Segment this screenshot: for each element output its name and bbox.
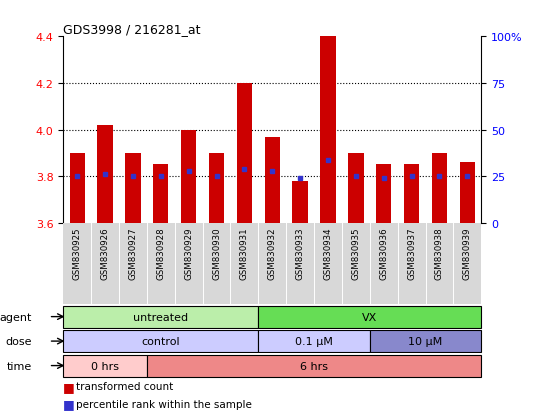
Bar <box>320 37 336 223</box>
Text: 0 hrs: 0 hrs <box>91 361 119 371</box>
Text: GSM830929: GSM830929 <box>184 227 193 280</box>
Bar <box>153 165 168 223</box>
Bar <box>97 126 113 223</box>
Text: GSM830937: GSM830937 <box>407 227 416 280</box>
Text: GDS3998 / 216281_at: GDS3998 / 216281_at <box>63 23 201 36</box>
Text: ■: ■ <box>63 380 75 393</box>
Text: GSM830936: GSM830936 <box>379 227 388 280</box>
Bar <box>460 163 475 223</box>
Bar <box>293 181 308 223</box>
FancyBboxPatch shape <box>258 330 370 352</box>
Text: untreated: untreated <box>133 312 188 322</box>
Text: GSM830925: GSM830925 <box>73 227 82 280</box>
Text: 0.1 μM: 0.1 μM <box>295 336 333 346</box>
Text: GSM830938: GSM830938 <box>435 227 444 280</box>
Text: percentile rank within the sample: percentile rank within the sample <box>76 399 252 409</box>
FancyBboxPatch shape <box>370 330 481 352</box>
Bar <box>236 84 252 223</box>
Text: GSM830939: GSM830939 <box>463 227 472 280</box>
Text: VX: VX <box>362 312 377 322</box>
Text: control: control <box>141 336 180 346</box>
Bar <box>181 130 196 223</box>
Bar <box>404 165 419 223</box>
Text: GSM830928: GSM830928 <box>156 227 166 280</box>
FancyBboxPatch shape <box>63 306 258 328</box>
Bar <box>209 154 224 223</box>
Text: GSM830932: GSM830932 <box>268 227 277 280</box>
Text: GSM830935: GSM830935 <box>351 227 360 280</box>
Text: time: time <box>7 361 32 371</box>
Text: agent: agent <box>0 312 32 322</box>
Text: GSM830927: GSM830927 <box>128 227 138 280</box>
Text: GSM830930: GSM830930 <box>212 227 221 280</box>
FancyBboxPatch shape <box>63 330 258 352</box>
Bar <box>348 154 364 223</box>
Text: GSM830933: GSM830933 <box>295 227 305 280</box>
Bar <box>376 165 392 223</box>
Bar <box>432 154 447 223</box>
Text: GSM830926: GSM830926 <box>101 227 109 280</box>
Text: GSM830934: GSM830934 <box>323 227 333 280</box>
Text: ■: ■ <box>63 397 75 411</box>
FancyBboxPatch shape <box>258 306 481 328</box>
Text: GSM830931: GSM830931 <box>240 227 249 280</box>
FancyBboxPatch shape <box>147 355 481 377</box>
Bar <box>265 137 280 223</box>
Text: transformed count: transformed count <box>76 381 173 391</box>
Text: 6 hrs: 6 hrs <box>300 361 328 371</box>
Bar <box>69 154 85 223</box>
Text: dose: dose <box>6 336 32 346</box>
Bar <box>125 154 141 223</box>
Text: 10 μM: 10 μM <box>409 336 443 346</box>
FancyBboxPatch shape <box>63 355 147 377</box>
